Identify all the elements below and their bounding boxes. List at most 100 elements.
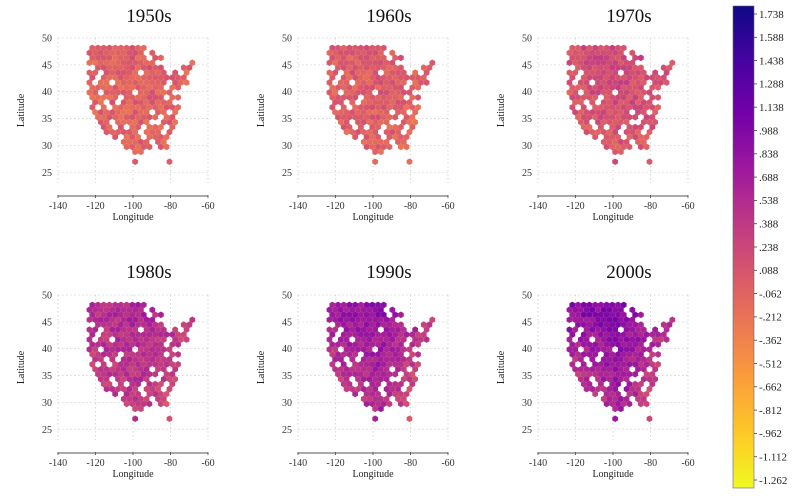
hexbin-cell	[615, 44, 621, 52]
hexbin-cell	[152, 351, 159, 358]
hexbin-cells	[566, 44, 676, 166]
hexbin-cell	[140, 370, 147, 378]
hexbin-cell	[389, 385, 396, 393]
hexbin-cell	[103, 326, 110, 333]
hexbin-cell	[372, 79, 379, 86]
hexbin-cell	[595, 108, 601, 116]
hexbin-cells	[86, 301, 196, 423]
hexbin-cell	[126, 69, 133, 76]
hexbin-cell	[569, 351, 576, 358]
hexbin-cell	[129, 311, 136, 319]
hexbin-cell	[95, 44, 101, 52]
hexbin-cell	[132, 306, 139, 314]
hexbin-cell	[638, 380, 644, 388]
hexbin-cell	[349, 316, 356, 324]
hexbin-cell	[152, 104, 159, 111]
panel-title: 1950s	[126, 6, 171, 27]
hexbin-cell	[135, 104, 141, 111]
hexbin-cell	[595, 59, 601, 67]
hexbin-cell	[623, 99, 630, 106]
hexbin-cell	[589, 385, 596, 393]
hexbin-cell	[180, 331, 187, 338]
hexbin-cell	[160, 356, 167, 363]
hexbin-cell	[400, 326, 407, 333]
hexbin-cell	[580, 84, 587, 91]
hexbin-cell	[132, 69, 139, 76]
hexbin-cell	[398, 64, 404, 71]
hexbin-cell	[386, 123, 393, 131]
hexbin-cell	[346, 123, 353, 131]
hexbin-cell	[346, 44, 353, 52]
hexbin-cell	[178, 79, 184, 86]
hexbin-cell	[572, 89, 579, 96]
hexbin-cells	[326, 301, 436, 423]
panel-2000s: 2000s-140 -120 -100 -80 -60253035404550Longi…	[496, 262, 695, 480]
hexbin-cell	[606, 89, 613, 96]
hexbin-cell	[146, 64, 153, 71]
hexbin-cell	[132, 365, 139, 373]
hexbin-cell	[609, 74, 616, 81]
hexbin-cell	[372, 316, 379, 324]
hexbin-cell	[378, 346, 384, 353]
hexbin-cell	[332, 49, 339, 57]
hexbin-cell	[380, 370, 387, 378]
hexbin-cell	[160, 69, 167, 76]
hexbin-cell	[355, 128, 361, 136]
y-axis-label: Latitude	[256, 93, 267, 127]
hexbin-cell	[606, 395, 613, 403]
hexbin-cell	[372, 395, 379, 403]
hexbin-cell	[109, 365, 116, 373]
hexbin-cell	[332, 346, 339, 353]
hexbin-cell	[406, 99, 413, 106]
colorbar-label: -.812	[759, 405, 782, 417]
hexbin-cell	[386, 133, 393, 141]
hexbin-cell	[600, 69, 607, 76]
hexbin-cell	[572, 306, 579, 314]
hexbin-cell	[632, 331, 639, 338]
hexbin-cell	[638, 123, 644, 131]
hexbin-cell	[109, 306, 116, 314]
hexbin-cell	[595, 69, 601, 76]
hexbin-cell	[620, 321, 627, 328]
hexbin-cell	[346, 380, 353, 388]
hexbin-cell	[383, 59, 390, 67]
hexbin-cell	[95, 351, 101, 358]
hexbin-cell	[629, 316, 636, 324]
x-tick-label: -140	[49, 458, 67, 469]
hexbin-cell	[123, 44, 130, 52]
hexbin-cell	[586, 64, 593, 71]
hexbin-cell	[115, 128, 121, 136]
hexbin-cell	[600, 365, 607, 373]
hexbin-cell	[349, 385, 356, 393]
hexbin-cell	[609, 390, 616, 398]
hexbin-cell	[343, 365, 350, 373]
hexbin-cell	[109, 108, 116, 116]
hexbin-cell	[635, 365, 641, 373]
hexbin-cell	[595, 316, 601, 324]
x-tick-label: -80	[164, 458, 177, 469]
hexbin-cell	[366, 128, 373, 136]
hexbin-cell	[612, 158, 619, 166]
hexbin-cell	[143, 316, 150, 324]
hexbin-cell	[103, 316, 110, 324]
hexbin-cell	[146, 104, 153, 111]
hexbin-cell	[595, 385, 601, 393]
hexbin-cell	[349, 49, 356, 57]
hexbin-cell	[92, 69, 99, 76]
hexbin-cell	[360, 108, 367, 116]
hexbin-cell	[600, 79, 607, 86]
hexbin-cell	[606, 69, 613, 76]
hexbin-cell	[598, 301, 604, 309]
hexbin-cell	[149, 316, 156, 324]
hexbin-cell	[615, 341, 621, 348]
hexbin-cell	[169, 113, 176, 121]
hexbin-cell	[138, 89, 144, 96]
hexbin-cell	[335, 301, 341, 309]
hexbin-cell	[663, 69, 670, 76]
hexbin-cell	[409, 113, 416, 121]
x-tick-label: -60	[441, 458, 454, 469]
hexbin-cell	[352, 321, 359, 328]
hexbin-cell	[375, 301, 381, 309]
hexbin-cell	[609, 94, 616, 101]
y-tick-label: 30	[522, 398, 532, 409]
